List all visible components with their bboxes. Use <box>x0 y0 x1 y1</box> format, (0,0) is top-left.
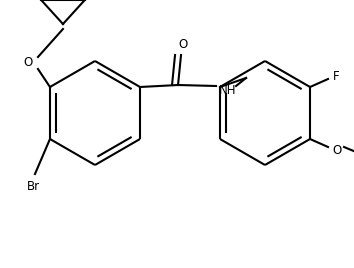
Text: NH: NH <box>219 84 237 98</box>
Text: O: O <box>332 143 342 157</box>
Text: O: O <box>23 55 33 69</box>
Text: F: F <box>333 69 339 83</box>
Text: Br: Br <box>27 180 40 192</box>
Text: O: O <box>178 39 188 51</box>
